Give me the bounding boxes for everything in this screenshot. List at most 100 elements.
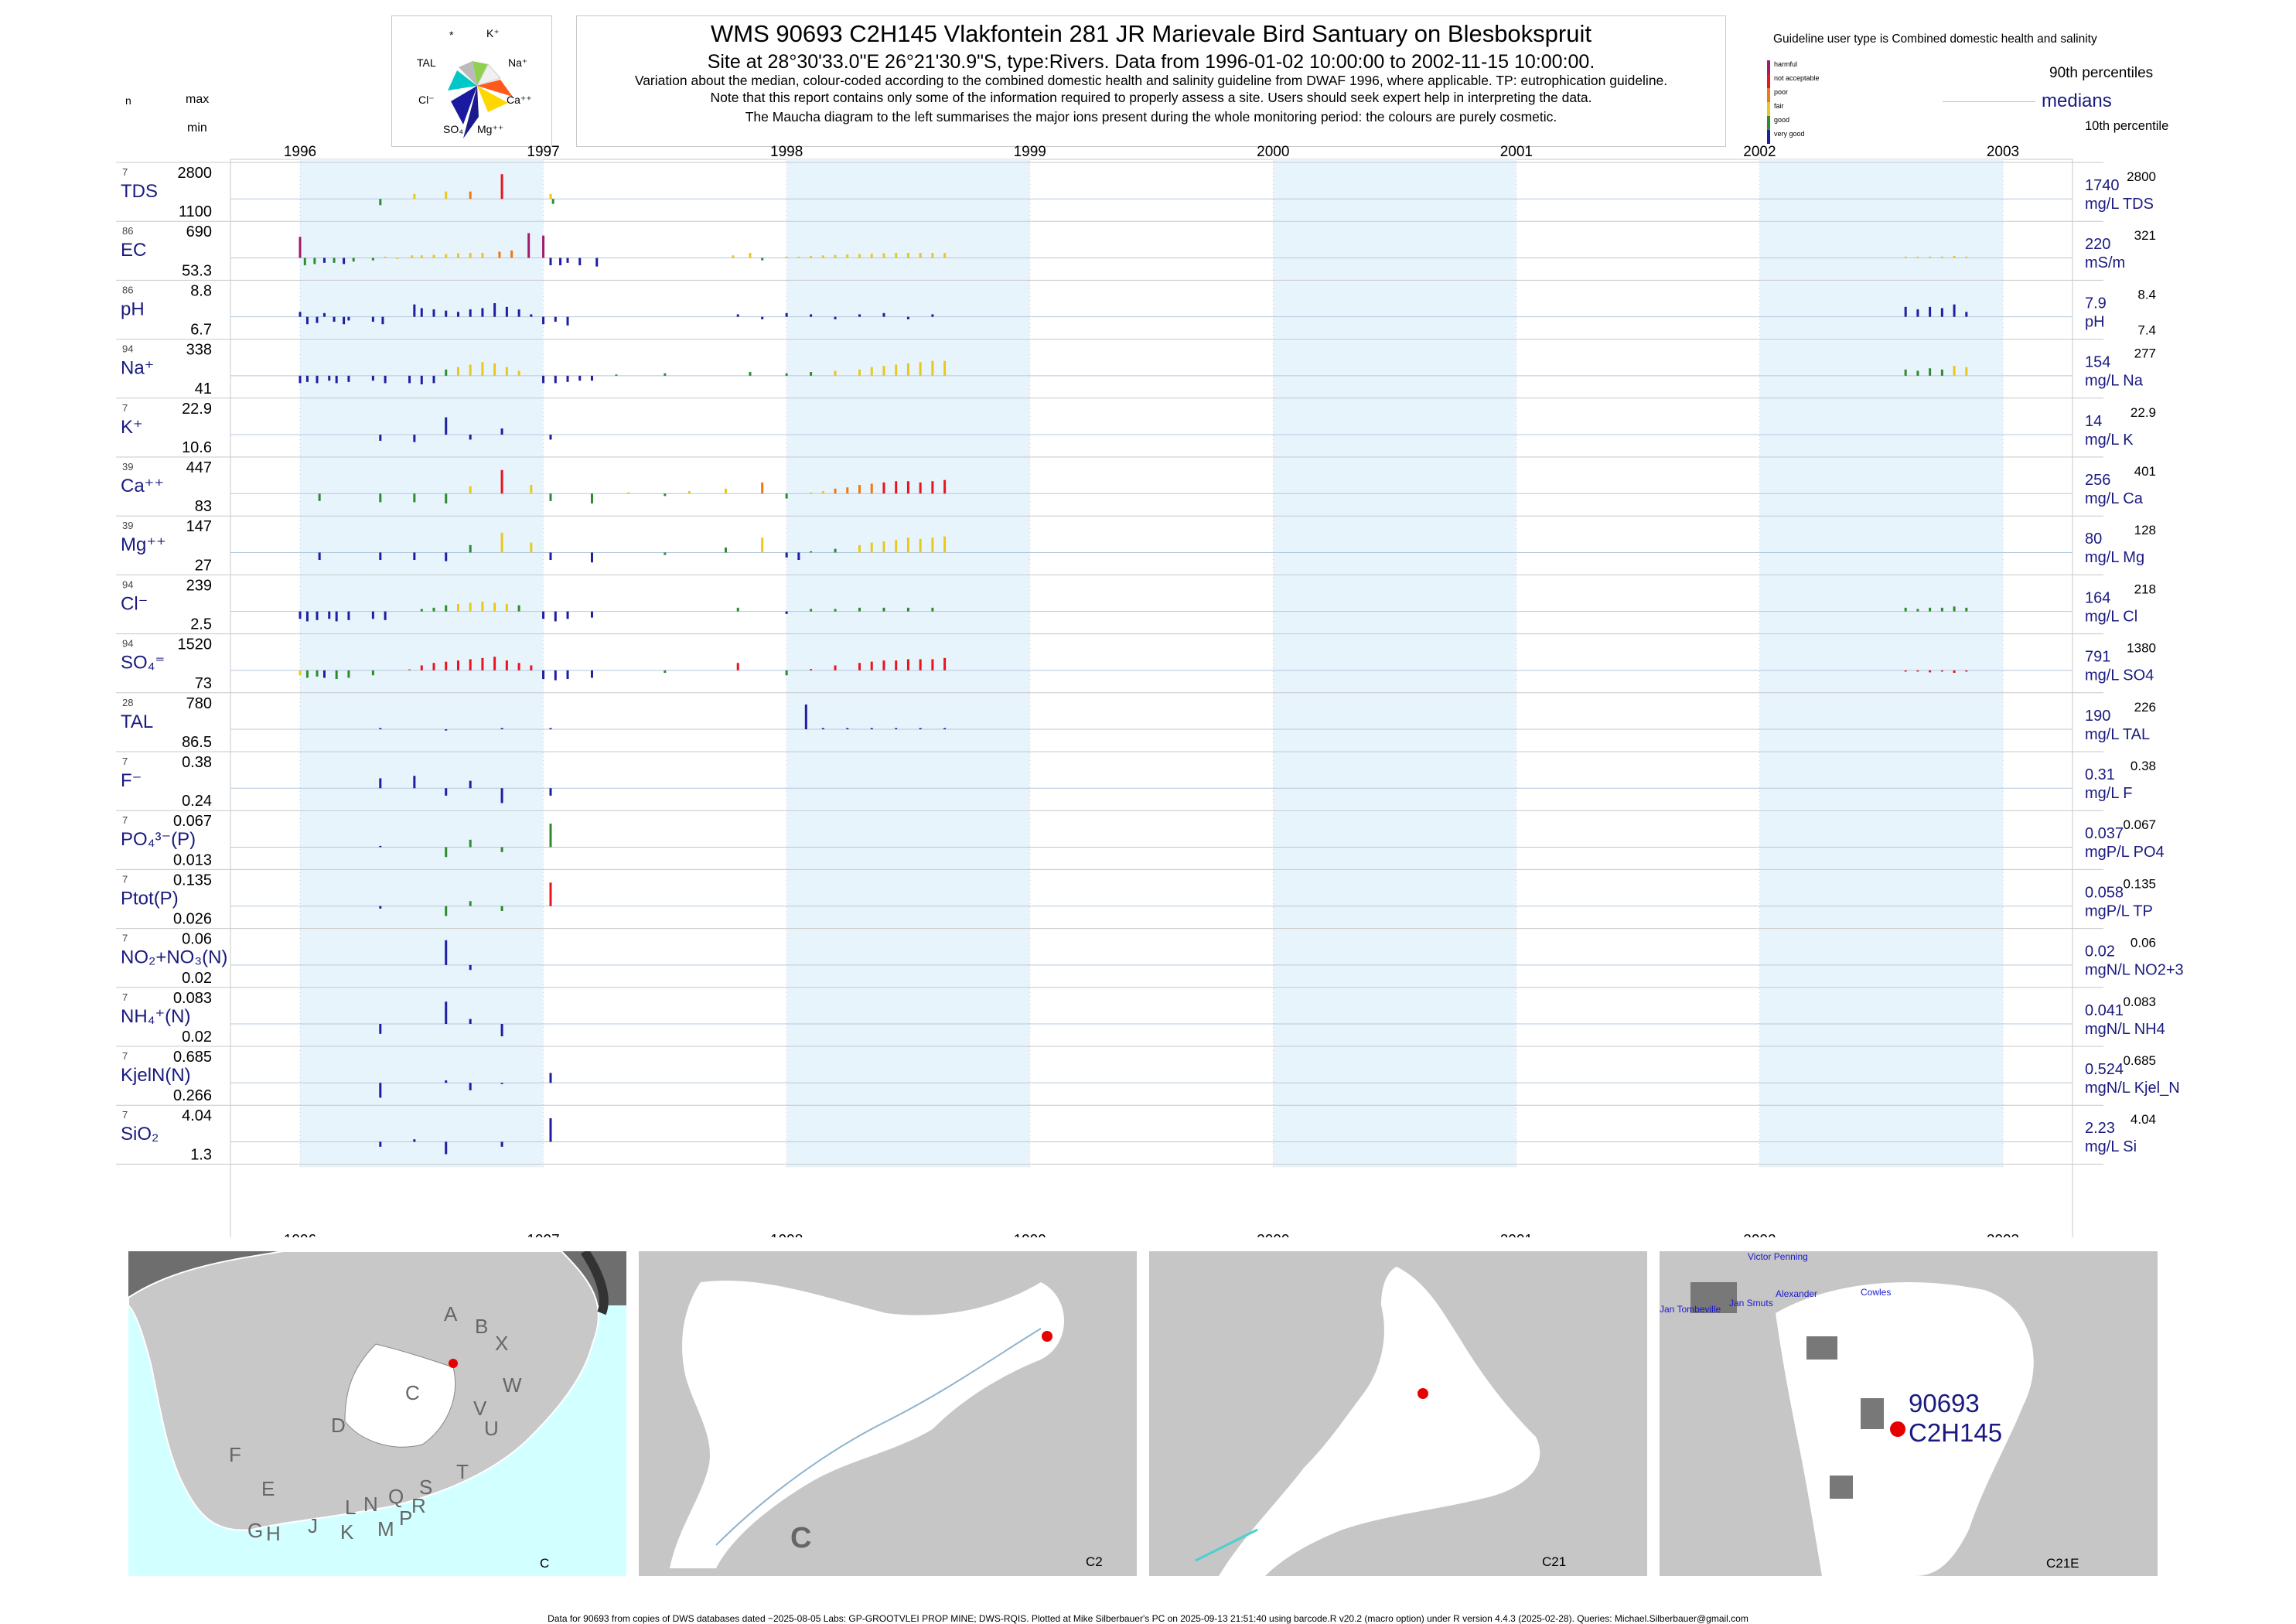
panel-min-2: 6.7 bbox=[190, 322, 212, 339]
maucha-tal bbox=[448, 70, 477, 90]
panel-n-11: 7 bbox=[122, 814, 128, 826]
map-c2-big-letter: C bbox=[790, 1522, 812, 1554]
map-letter-g: G bbox=[247, 1519, 264, 1542]
panel-min-5: 83 bbox=[195, 498, 212, 515]
panel-min-6: 27 bbox=[195, 557, 212, 574]
map-letter-e: E bbox=[261, 1477, 275, 1500]
panel-p10-2: 7.4 bbox=[2137, 322, 2156, 337]
panel-median-16: 2.23 bbox=[2085, 1120, 2115, 1137]
panel-n-16: 7 bbox=[122, 1109, 128, 1121]
panel-name-1: EC bbox=[121, 240, 146, 261]
page-title: WMS 90693 C2H145 Vlakfontein 281 JR Mari… bbox=[711, 20, 1592, 47]
panel-max-8: 1520 bbox=[178, 636, 213, 653]
panel-median-13: 0.02 bbox=[2085, 943, 2115, 960]
panel-name-8: SO₄⁼ bbox=[121, 653, 165, 674]
panel-median-6: 80 bbox=[2085, 531, 2102, 548]
panel-median-14: 0.041 bbox=[2085, 1002, 2124, 1019]
maucha-label-mg: Mg⁺⁺ bbox=[477, 123, 504, 135]
legend-p90: 90th percentiles bbox=[2049, 65, 2154, 81]
map-panel-c21: C21 bbox=[1149, 1251, 1647, 1576]
note-3: The Maucha diagram to the left summarise… bbox=[745, 109, 1557, 125]
maucha-label-ca: Ca⁺⁺ bbox=[507, 94, 532, 106]
panel-p90-11: 0.067 bbox=[2123, 817, 2156, 832]
panel-n-6: 39 bbox=[122, 520, 133, 531]
x-tick-bottom-2002: 2002 bbox=[1743, 1232, 1776, 1237]
maucha-label-cl: Cl⁻ bbox=[418, 94, 435, 106]
panel-unit-0: mg/L TDS bbox=[2085, 196, 2154, 213]
place-alexander: Alexander bbox=[1776, 1288, 1818, 1299]
map-letter-w: W bbox=[503, 1373, 522, 1397]
footer-credits: Data for 90693 from copies of DWS databa… bbox=[548, 1613, 1748, 1624]
panel-max-7: 239 bbox=[186, 577, 212, 594]
map-letter-t: T bbox=[456, 1460, 469, 1483]
map-panel-c2: C C2 bbox=[639, 1251, 1137, 1576]
map-letter-d: D bbox=[331, 1414, 346, 1437]
panel-name-14: NH₄⁺(N) bbox=[121, 1006, 190, 1027]
panel-max-16: 4.04 bbox=[182, 1107, 212, 1124]
legend-swatch-very-good bbox=[1767, 130, 1770, 144]
panel-p90-14: 0.083 bbox=[2123, 995, 2156, 1009]
x-tick-top-2003: 2003 bbox=[1987, 144, 2019, 160]
panel-unit-5: mg/L Ca bbox=[2085, 490, 2144, 507]
panel-name-13: NO₂+NO₃(N) bbox=[121, 947, 227, 968]
map-letter-v: V bbox=[473, 1397, 487, 1420]
place-jan-tombeville: Jan Tombeville bbox=[1660, 1304, 1721, 1315]
panel-min-11: 0.013 bbox=[173, 851, 212, 868]
panel-median-0: 1740 bbox=[2085, 177, 2120, 194]
panel-p90-0: 2800 bbox=[2127, 169, 2156, 184]
shaded-year-2000 bbox=[1273, 159, 1516, 1168]
map-site-id: 90693 bbox=[1909, 1389, 1980, 1418]
panel-p90-1: 321 bbox=[2134, 228, 2156, 243]
panel-p90-5: 401 bbox=[2134, 464, 2156, 479]
maucha-ca bbox=[477, 80, 513, 97]
legend-class-harmful: harmful bbox=[1774, 60, 1798, 68]
maucha-box: * K⁺ Na⁺ TAL Ca⁺⁺ Cl⁻ SO₄ Mg⁺⁺ bbox=[391, 15, 552, 147]
panel-p90-2: 8.4 bbox=[2137, 287, 2156, 302]
panel-min-7: 2.5 bbox=[190, 616, 212, 633]
x-tick-bottom-1996: 1996 bbox=[284, 1232, 316, 1237]
panel-name-10: F⁻ bbox=[121, 770, 142, 791]
place-victor-penning: Victor Penning bbox=[1748, 1251, 1808, 1262]
panel-median-7: 164 bbox=[2085, 589, 2110, 606]
panel-unit-14: mgN/L NH4 bbox=[2085, 1021, 2165, 1038]
panel-max-1: 690 bbox=[186, 223, 212, 241]
panel-unit-6: mg/L Mg bbox=[2085, 549, 2144, 566]
panel-name-7: Cl⁻ bbox=[121, 593, 148, 614]
panel-max-3: 338 bbox=[186, 342, 212, 359]
panel-unit-4: mg/L K bbox=[2085, 432, 2134, 449]
panel-median-4: 14 bbox=[2085, 413, 2102, 430]
panel-median-9: 190 bbox=[2085, 708, 2110, 725]
panel-p90-3: 277 bbox=[2134, 346, 2156, 361]
panel-p90-10: 0.38 bbox=[2131, 759, 2156, 773]
panel-unit-3: mg/L Na bbox=[2085, 373, 2144, 390]
panel-name-15: KjelN(N) bbox=[121, 1065, 191, 1086]
legend-title: Guideline user type is Combined domestic… bbox=[1773, 32, 2097, 46]
panel-min-16: 1.3 bbox=[190, 1146, 212, 1163]
shaded-year-2002 bbox=[1759, 159, 2003, 1168]
panel-p90-16: 4.04 bbox=[2131, 1112, 2156, 1127]
panel-n-3: 94 bbox=[122, 343, 133, 355]
x-tick-bottom-1997: 1997 bbox=[527, 1232, 559, 1237]
panel-n-2: 86 bbox=[122, 284, 133, 295]
legend-class-poor: poor bbox=[1774, 88, 1789, 96]
panel-max-4: 22.9 bbox=[182, 401, 212, 418]
x-tick-top-1996: 1996 bbox=[284, 144, 316, 160]
panel-n-9: 28 bbox=[122, 697, 133, 708]
x-tick-top-1997: 1997 bbox=[527, 144, 559, 160]
map-letter-x: X bbox=[495, 1332, 509, 1355]
panel-max-2: 8.8 bbox=[190, 282, 212, 299]
map-caption-c21e: C21E bbox=[2046, 1556, 2079, 1571]
maucha-label-star: * bbox=[449, 29, 454, 41]
panel-p90-15: 0.685 bbox=[2123, 1053, 2156, 1068]
panel-n-1: 86 bbox=[122, 225, 133, 237]
map-letter-q: Q bbox=[388, 1485, 404, 1508]
panel-min-8: 73 bbox=[195, 675, 212, 692]
maucha-na bbox=[476, 63, 501, 87]
panel-p90-7: 218 bbox=[2134, 582, 2156, 596]
map-letter-f: F bbox=[229, 1443, 241, 1466]
x-tick-top-2000: 2000 bbox=[1257, 144, 1289, 160]
page-subtitle: Site at 28°30'33.0"E 26°21'30.9"S, type:… bbox=[707, 51, 1595, 73]
header-min: min bbox=[187, 121, 207, 135]
note-2: Note that this report contains only some… bbox=[710, 90, 1592, 105]
plot-frame bbox=[230, 159, 2073, 1237]
